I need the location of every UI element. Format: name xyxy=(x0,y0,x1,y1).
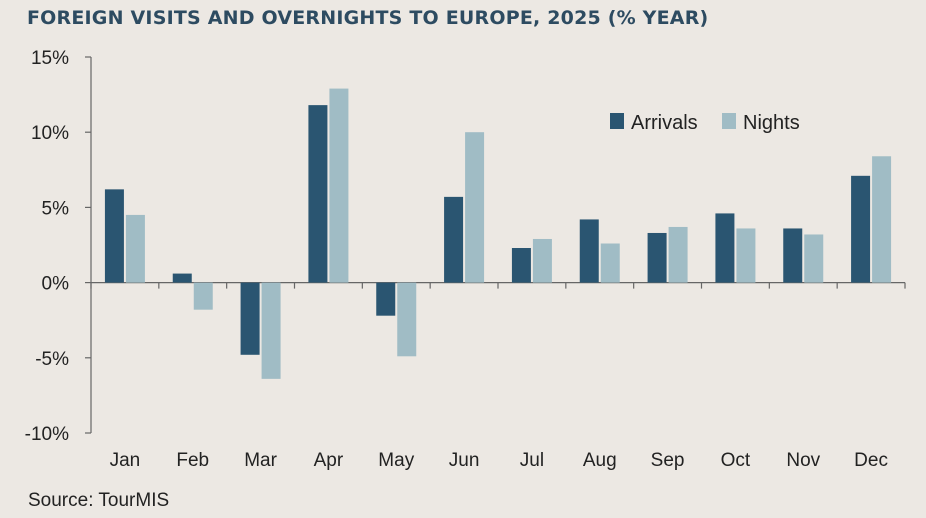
bar-nights-nov xyxy=(804,234,824,283)
legend-swatch-nights xyxy=(722,113,736,129)
bar-nights-aug xyxy=(600,243,620,283)
y-tick-label: 5% xyxy=(42,198,70,219)
bar-arrivals-apr xyxy=(308,105,328,283)
bar-arrivals-dec xyxy=(851,175,871,283)
bar-arrivals-jul xyxy=(511,248,531,283)
bar-nights-dec xyxy=(872,156,892,283)
bar-arrivals-feb xyxy=(172,273,192,283)
x-tick-label: Aug xyxy=(583,450,617,471)
x-tick-label: Jun xyxy=(449,450,480,471)
x-tick-label: May xyxy=(378,450,414,471)
bar-nights-oct xyxy=(736,228,756,283)
legend: Arrivals Nights xyxy=(610,112,800,134)
y-tick-label: -10% xyxy=(25,424,69,445)
x-tick-label: Apr xyxy=(314,450,344,471)
bar-arrivals-nov xyxy=(783,228,803,283)
source-note: Source: TourMIS xyxy=(28,490,170,511)
bar-nights-feb xyxy=(193,282,213,310)
x-tick-label: Jan xyxy=(110,450,141,471)
x-tick-label: Feb xyxy=(176,450,209,471)
x-tick-label: Jul xyxy=(520,450,544,471)
chart-title: FOREIGN VISITS AND OVERNIGHTS TO EUROPE,… xyxy=(27,7,709,29)
axes: -10% -5% 0% 5% 10% 15% Jan Feb Mar Apr May Jun Jul Au… xyxy=(25,48,906,471)
x-tick-label: Sep xyxy=(651,450,685,471)
y-tick-label: 0% xyxy=(42,274,70,295)
x-tick-label: Oct xyxy=(721,450,751,471)
bar-nights-jun xyxy=(465,132,485,283)
bar-nights-may xyxy=(397,282,417,357)
bar-arrivals-may xyxy=(376,282,396,316)
legend-swatch-arrivals xyxy=(610,113,624,129)
bar-nights-sep xyxy=(668,226,688,283)
bar-nights-jan xyxy=(125,214,145,283)
y-tick-label: 10% xyxy=(31,123,69,144)
y-tick-label: 15% xyxy=(31,48,69,69)
bar-arrivals-jan xyxy=(104,189,124,283)
bar-nights-jul xyxy=(532,238,552,283)
bar-arrivals-aug xyxy=(579,219,599,283)
x-tick-label: Nov xyxy=(786,450,820,471)
bar-nights-mar xyxy=(261,282,281,379)
legend-label-arrivals: Arrivals xyxy=(631,112,698,134)
legend-label-nights: Nights xyxy=(743,112,800,134)
x-tick-label: Dec xyxy=(854,450,888,471)
bars xyxy=(104,88,892,379)
bar-arrivals-oct xyxy=(715,213,735,283)
x-tick-label: Mar xyxy=(244,450,277,471)
bar-arrivals-jun xyxy=(444,196,464,283)
bar-arrivals-mar xyxy=(240,282,260,355)
bar-arrivals-sep xyxy=(647,232,667,283)
y-tick-label: -5% xyxy=(35,349,69,370)
bar-nights-apr xyxy=(329,88,349,283)
